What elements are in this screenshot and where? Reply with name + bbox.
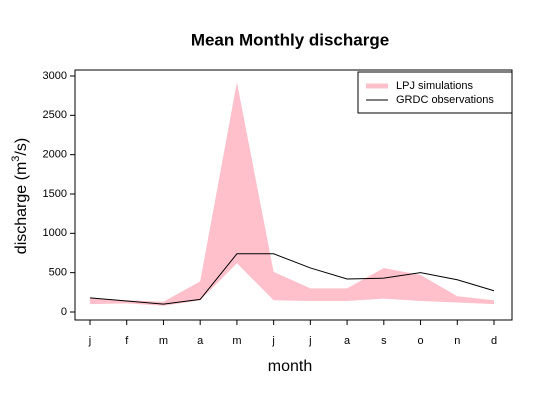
y-tick-label: 1500 <box>43 188 67 200</box>
y-axis-label: discharge (m3/s) <box>10 138 30 254</box>
y-tick-label: 0 <box>61 306 67 318</box>
legend-box <box>357 71 513 114</box>
x-tick-label: a <box>197 335 204 347</box>
y-label-part: /s) <box>13 138 30 156</box>
y-tick-label: 2500 <box>43 109 67 121</box>
legend-label: GRDC observations <box>396 94 494 106</box>
x-tick-label: j <box>308 335 311 347</box>
y-label-part: discharge (m <box>13 162 30 254</box>
x-tick-label: a <box>344 335 351 347</box>
x-tick-label: m <box>232 335 241 347</box>
y-tick-label: 1000 <box>43 227 67 239</box>
x-tick-label: m <box>159 335 168 347</box>
y-label-sup: 3 <box>10 156 22 162</box>
line <box>89 253 495 305</box>
x-tick-label: n <box>454 335 460 347</box>
plot-box <box>74 69 513 321</box>
legend-label: LPJ simulations <box>396 80 474 92</box>
y-tick-label: 3000 <box>43 70 67 82</box>
x-tick-label: d <box>491 335 497 347</box>
x-tick-label: f <box>125 335 129 347</box>
x-tick-label: j <box>88 335 91 347</box>
x-tick-label: j <box>271 335 274 347</box>
x-tick-label: o <box>417 335 423 347</box>
y-tick-label: 500 <box>49 267 67 279</box>
y-tick-label: 2000 <box>43 149 67 161</box>
x-axis-label: month <box>268 358 312 375</box>
x-tick-label: s <box>381 335 387 347</box>
chart-title: Mean Monthly discharge <box>191 30 389 49</box>
